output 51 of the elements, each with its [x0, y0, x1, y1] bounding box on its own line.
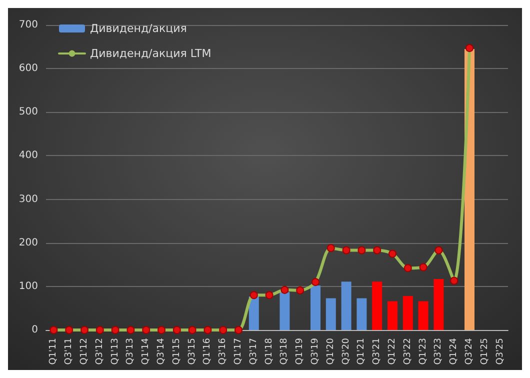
bar — [341, 282, 352, 330]
x-tick-label: Q3'24 — [464, 338, 474, 365]
x-tick-label: Q1'17 — [234, 338, 244, 365]
x-tick-label: Q3'16 — [218, 338, 228, 365]
x-tick-label: Q3'12 — [94, 338, 105, 365]
x-tick-label: Q3'17 — [248, 338, 259, 365]
y-tick-label: 100 — [18, 280, 38, 292]
x-tick-label: Q3'18 — [280, 338, 290, 365]
legend-label: Дивиденд/акция — [90, 22, 187, 35]
x-tick-label: Q1'14 — [141, 338, 152, 365]
y-tick-label: 700 — [18, 20, 38, 30]
y-tick-label: 600 — [18, 63, 38, 74]
bar — [418, 301, 428, 330]
bar — [356, 298, 367, 330]
x-tick-label: Q3'11 — [64, 338, 74, 365]
x-tick-label: Q1'18 — [264, 338, 274, 365]
x-tick-label: Q3'21 — [372, 338, 382, 365]
x-tick-label: Q1'15 — [172, 338, 182, 365]
bar — [372, 282, 382, 330]
bar — [280, 292, 290, 330]
x-tick-label: Q1'20 — [326, 338, 336, 365]
x-tick-label: Q1'16 — [202, 338, 213, 365]
x-tick-label: Q3'25 — [495, 338, 506, 365]
x-tick-label: Q1'12 — [80, 338, 90, 365]
x-tick-label: Q3'22 — [402, 338, 413, 365]
x-tick-label: Q1'21 — [356, 338, 367, 365]
y-tick-label: 400 — [18, 150, 38, 162]
y-tick-label: 0 — [32, 324, 38, 336]
legend-label: Дивиденд/акция LTM — [90, 47, 212, 60]
x-tick-label: Q3'23 — [434, 338, 444, 365]
bar — [310, 286, 320, 330]
x-tick-label: Q1'13 — [110, 338, 120, 365]
y-tick-label: 300 — [18, 194, 38, 205]
x-tick-label: Q1'19 — [295, 338, 306, 365]
x-tick-label: Q1'25 — [480, 338, 490, 365]
x-tick-label: Q3'20 — [341, 338, 352, 365]
bar — [326, 298, 336, 330]
y-tick-label: 200 — [18, 237, 38, 248]
x-tick-label: Q3'15 — [187, 338, 198, 365]
x-tick-label: Q3'14 — [156, 338, 166, 365]
x-tick-label: Q1'11 — [48, 338, 59, 365]
bar — [248, 296, 259, 330]
bar — [402, 296, 413, 330]
x-tick-label: Q3'13 — [126, 338, 136, 365]
x-tick-label: Q1'22 — [388, 338, 398, 365]
bar — [388, 301, 398, 330]
x-tick-label: Q1'23 — [418, 338, 428, 365]
bar — [434, 279, 444, 330]
x-tick-label: Q3'19 — [310, 338, 320, 365]
x-tick-label: Q1'24 — [449, 338, 460, 365]
y-tick-label: 500 — [18, 106, 38, 118]
